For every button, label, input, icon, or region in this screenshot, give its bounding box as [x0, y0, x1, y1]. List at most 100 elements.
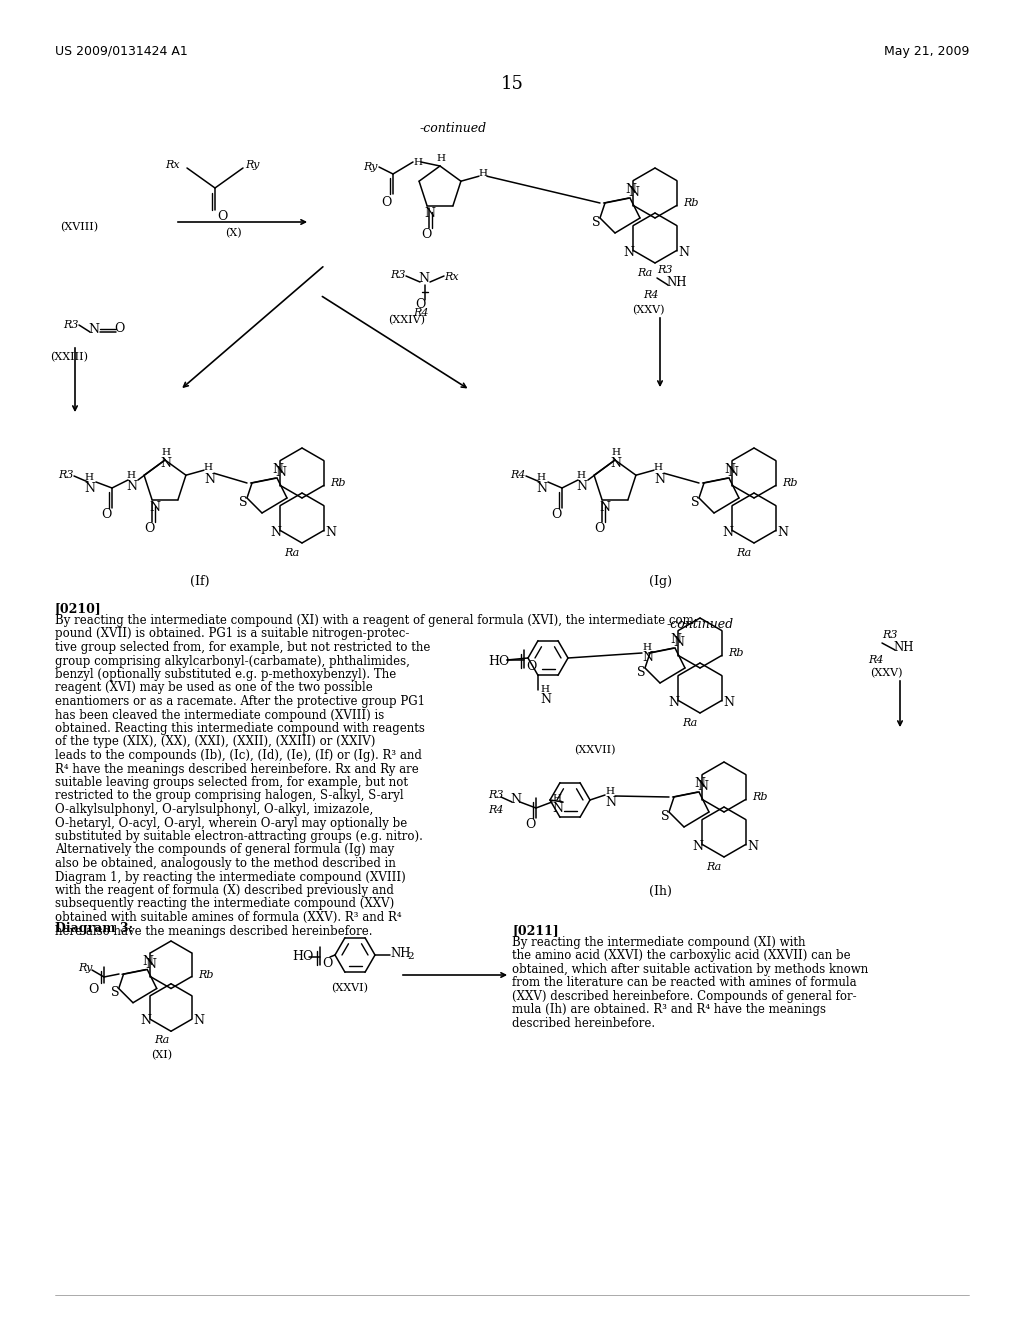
Text: Ra: Ra [682, 718, 697, 729]
Text: N: N [575, 480, 587, 492]
Text: R4: R4 [488, 805, 504, 814]
Text: Rb: Rb [728, 648, 743, 657]
Text: N: N [160, 457, 171, 470]
Text: N: N [270, 525, 282, 539]
Text: benzyl (optionally substituted e.g. p-methoxybenzyl). The: benzyl (optionally substituted e.g. p-me… [55, 668, 396, 681]
Text: N: N [724, 463, 735, 477]
Text: obtained. Reacting this intermediate compound with reagents: obtained. Reacting this intermediate com… [55, 722, 425, 735]
Text: Ra: Ra [736, 548, 752, 558]
Text: N: N [88, 323, 99, 337]
Text: N: N [625, 183, 636, 195]
Text: Rb: Rb [330, 478, 345, 488]
Text: N: N [610, 457, 621, 470]
Text: R3: R3 [488, 789, 504, 800]
Text: with the reagent of formula (X) described previously and: with the reagent of formula (X) describe… [55, 884, 394, 898]
Text: N: N [424, 207, 435, 220]
Text: from the literature can be reacted with amines of formula: from the literature can be reacted with … [512, 977, 857, 990]
Text: 2: 2 [407, 952, 414, 961]
Text: N: N [275, 466, 286, 479]
Text: (X): (X) [225, 228, 242, 239]
Text: (If): (If) [190, 576, 210, 587]
Text: O: O [594, 521, 604, 535]
Text: N: N [724, 696, 734, 709]
Text: N: N [540, 693, 551, 706]
Text: N: N [673, 636, 684, 649]
Text: H: H [536, 473, 545, 482]
Text: the amino acid (XXVI) the carboxylic acid (XXVII) can be: the amino acid (XXVI) the carboxylic aci… [512, 949, 851, 962]
Text: N: N [418, 272, 429, 285]
Text: NH: NH [893, 642, 913, 653]
Text: H: H [84, 473, 93, 482]
Text: N: N [326, 525, 337, 539]
Text: Rb: Rb [198, 970, 213, 979]
Text: H: H [552, 795, 561, 803]
Text: group comprising alkylcarbonyl-(carbamate), phthalimides,: group comprising alkylcarbonyl-(carbamat… [55, 655, 410, 668]
Text: N: N [727, 466, 738, 479]
Text: Rb: Rb [683, 198, 698, 209]
Text: (XVIII): (XVIII) [60, 222, 98, 232]
Text: here also have the meanings described hereinbefore.: here also have the meanings described he… [55, 924, 373, 937]
Text: Ra: Ra [637, 268, 652, 279]
Text: mula (Ih) are obtained. R³ and R⁴ have the meanings: mula (Ih) are obtained. R³ and R⁴ have t… [512, 1003, 826, 1016]
Text: S: S [637, 667, 645, 678]
Text: H: H [126, 471, 135, 480]
Text: obtained, which after suitable activation by methods known: obtained, which after suitable activatio… [512, 964, 868, 975]
Text: O: O [322, 957, 333, 970]
Text: 15: 15 [501, 75, 523, 92]
Text: NH: NH [666, 276, 686, 289]
Text: Rx: Rx [165, 160, 179, 170]
Text: US 2009/0131424 A1: US 2009/0131424 A1 [55, 45, 187, 58]
Text: enantiomers or as a racemate. After the protective group PG1: enantiomers or as a racemate. After the … [55, 696, 425, 708]
Text: HO: HO [488, 655, 509, 668]
Text: H: H [540, 685, 549, 694]
Text: N: N [679, 246, 689, 259]
Text: N: N [628, 186, 639, 199]
Text: O: O [144, 521, 155, 535]
Text: (Ig): (Ig) [648, 576, 672, 587]
Text: Ra: Ra [285, 548, 300, 558]
Text: Ry: Ry [362, 162, 378, 172]
Text: By reacting the intermediate compound (XI) with a reagent of general formula (XV: By reacting the intermediate compound (X… [55, 614, 697, 627]
Text: (XXV): (XXV) [870, 668, 902, 678]
Text: leads to the compounds (Ib), (Ic), (Id), (Ie), (If) or (Ig). R³ and: leads to the compounds (Ib), (Ic), (Id),… [55, 748, 422, 762]
Text: (XI): (XI) [152, 1049, 173, 1060]
Text: H: H [642, 643, 651, 652]
Text: Ra: Ra [155, 1035, 170, 1045]
Text: -continued: -continued [667, 618, 733, 631]
Text: Diagram 3:: Diagram 3: [55, 921, 133, 935]
Text: substituted by suitable electron-attracting groups (e.g. nitro).: substituted by suitable electron-attract… [55, 830, 423, 843]
Text: obtained with suitable amines of formula (XXV). R³ and R⁴: obtained with suitable amines of formula… [55, 911, 401, 924]
Text: S: S [111, 986, 119, 999]
Text: O: O [381, 195, 391, 209]
Text: R3: R3 [63, 319, 79, 330]
Text: (Ih): (Ih) [648, 884, 672, 898]
Text: O: O [415, 298, 425, 312]
Text: N: N [194, 1014, 205, 1027]
Text: R3: R3 [657, 265, 673, 275]
Text: reagent (XVI) may be used as one of the two possible: reagent (XVI) may be used as one of the … [55, 681, 373, 694]
Text: S: S [239, 496, 248, 510]
Text: R3: R3 [58, 470, 74, 480]
Text: H: H [605, 787, 614, 796]
Text: R4: R4 [510, 470, 525, 480]
Text: Alternatively the compounds of general formula (Ig) may: Alternatively the compounds of general f… [55, 843, 394, 857]
Text: N: N [642, 651, 653, 664]
Text: (XXIII): (XXIII) [50, 352, 88, 362]
Text: O: O [525, 818, 536, 832]
Text: N: N [599, 500, 610, 513]
Text: N: N [694, 777, 705, 789]
Text: Diagram 1, by reacting the intermediate compound (XVIII): Diagram 1, by reacting the intermediate … [55, 870, 406, 883]
Text: has been cleaved the intermediate compound (XVIII) is: has been cleaved the intermediate compou… [55, 709, 384, 722]
Text: O: O [526, 660, 537, 673]
Text: O: O [101, 508, 112, 521]
Text: restricted to the group comprising halogen, S-alkyl, S-aryl: restricted to the group comprising halog… [55, 789, 403, 803]
Text: Ry: Ry [245, 160, 259, 170]
Text: [0210]: [0210] [55, 602, 101, 615]
Text: Rx: Rx [444, 272, 459, 282]
Text: O-hetaryl, O-acyl, O-aryl, wherein O-aryl may optionally be: O-hetaryl, O-acyl, O-aryl, wherein O-ary… [55, 817, 408, 829]
Text: HO: HO [292, 950, 313, 964]
Text: N: N [669, 696, 679, 709]
Text: N: N [150, 500, 160, 513]
Text: H: H [413, 158, 422, 168]
Text: H: H [654, 463, 663, 473]
